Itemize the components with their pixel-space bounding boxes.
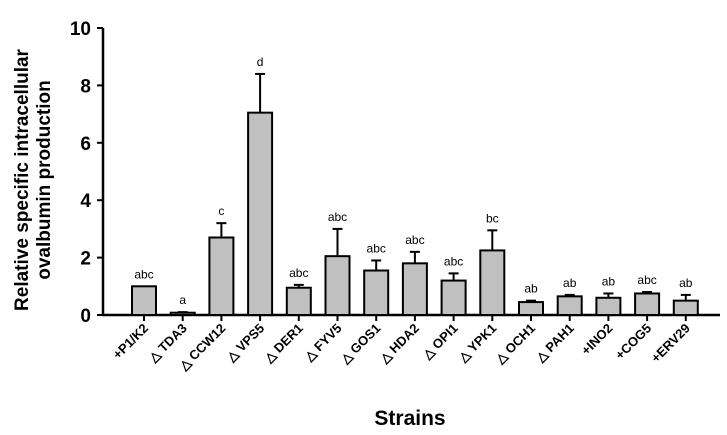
x-tick-label: +INO2: [578, 321, 615, 358]
significance-label: ab: [524, 282, 538, 296]
y-tick-label: 6: [80, 134, 91, 155]
significance-label: abc: [134, 267, 153, 281]
significance-label: abc: [405, 233, 424, 247]
bar: [672, 299, 699, 316]
x-tick-label: △ VPS5: [223, 321, 267, 365]
bar: [324, 255, 351, 317]
y-axis-label-line1: Relative specific intracellular: [12, 48, 33, 311]
significance-label: abc: [367, 241, 386, 255]
x-tick-label: △ FYV5: [301, 321, 345, 365]
significance-label: abc: [637, 273, 656, 287]
y-tick-label: 4: [80, 191, 91, 212]
bar: [556, 295, 583, 317]
significance-label: ab: [602, 274, 616, 288]
bar: [401, 262, 428, 316]
significance-label: abc: [444, 254, 463, 268]
x-tick-label: △ YPK1: [455, 321, 500, 366]
x-tick-label: △ GOS1: [337, 321, 383, 367]
x-axis-label: Strains: [374, 407, 445, 430]
x-tick-label: △ DER1: [260, 321, 305, 366]
significance-label: ab: [563, 276, 577, 290]
x-tick-label: +ERV29: [648, 321, 693, 366]
bar: [518, 301, 544, 316]
significance-label: ab: [679, 276, 693, 290]
bar: [169, 311, 196, 317]
significance-label: abc: [328, 210, 347, 224]
significance-label: bc: [486, 211, 499, 225]
bar: [285, 286, 312, 316]
x-tick-label: △ OPI1: [419, 321, 461, 363]
x-tick-label: △ PAH1: [532, 321, 577, 366]
x-tick-label: +COG5: [612, 321, 654, 363]
bar: [595, 296, 622, 316]
bar: [479, 249, 506, 316]
significance-label: d: [257, 55, 264, 69]
y-tick-label: 0: [80, 306, 91, 327]
x-tick-label: △ HDA2: [376, 321, 422, 367]
bar: [208, 236, 235, 316]
y-tick-label: 10: [70, 19, 91, 40]
y-tick-label: 8: [80, 76, 91, 97]
bar: [131, 285, 157, 316]
significance-label: c: [218, 204, 224, 218]
y-tick-label: 2: [80, 249, 91, 270]
bar: [440, 279, 467, 316]
x-tick-label: +P1/K2: [110, 321, 152, 363]
bar: [363, 269, 390, 317]
x-tick-label: △ OCH1: [492, 321, 538, 367]
significance-label: abc: [289, 266, 308, 280]
significance-label: a: [179, 293, 186, 307]
bar: [247, 111, 274, 317]
y-axis-label-line2: ovalbumin production: [34, 80, 55, 280]
bar: [634, 292, 661, 317]
